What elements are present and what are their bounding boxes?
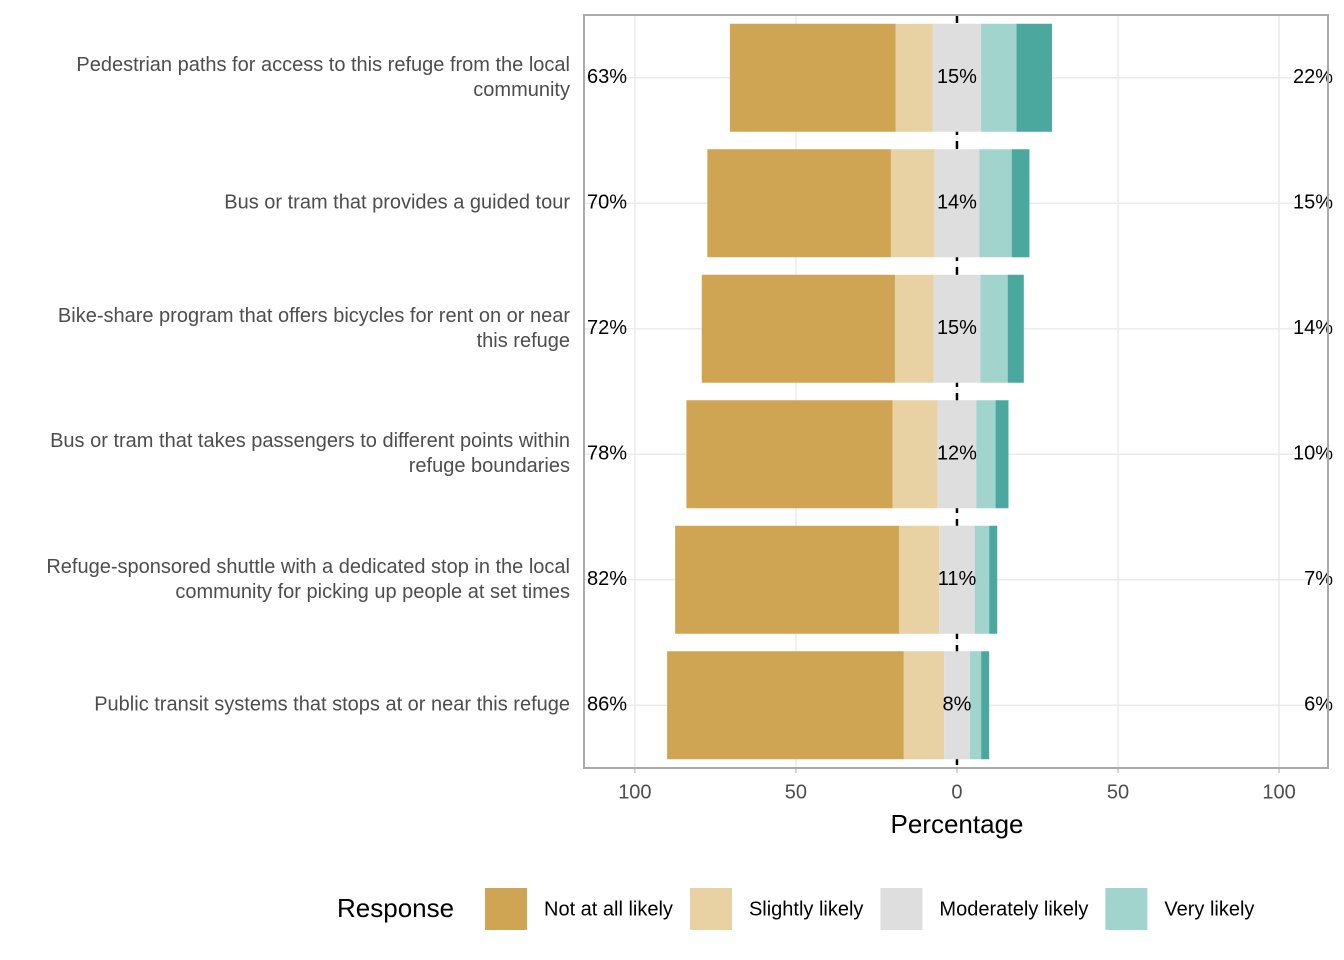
- bar-segment: [1007, 274, 1024, 383]
- bar-segment: [932, 23, 982, 132]
- x-tick-label: 100: [618, 781, 651, 803]
- bar-segment: [980, 274, 1008, 383]
- bar-segment: [933, 274, 981, 383]
- legend-key: [1105, 888, 1148, 930]
- x-tick-label: 100: [1262, 781, 1295, 803]
- bar-segment: [890, 149, 935, 258]
- bar-segment: [707, 149, 891, 258]
- y-tick-label: Bus or tram that provides a guided tour: [224, 191, 570, 214]
- legend-label: Moderately likely: [939, 898, 1088, 920]
- bar-segment: [976, 400, 996, 509]
- legend-key: [689, 888, 732, 930]
- panel-border: [583, 14, 1329, 769]
- bar-segment: [995, 400, 1009, 509]
- legend-key: [485, 888, 527, 930]
- left-percent: 78%: [587, 443, 627, 465]
- right-percent: 22%: [1293, 66, 1333, 88]
- x-axis-title: Percentage: [891, 809, 1024, 839]
- bar-segment: [701, 274, 895, 383]
- right-percent: 10%: [1293, 443, 1333, 465]
- right-percent: 15%: [1293, 192, 1333, 214]
- left-percent: 82%: [587, 568, 627, 590]
- y-tick-label: Public transit systems that stops at or …: [94, 693, 570, 716]
- neutral-percent: 11%: [938, 568, 977, 590]
- right-percent: 14%: [1293, 317, 1333, 339]
- bar-segment: [969, 651, 982, 760]
- legend-key: [880, 888, 923, 930]
- bar-segment: [1016, 23, 1052, 132]
- legend-label: Not at all likely: [544, 898, 673, 920]
- bar-segment: [686, 400, 893, 509]
- y-tick-label: Bus or tram that takes passengers to dif…: [50, 430, 570, 478]
- bar-segment: [903, 651, 945, 760]
- bar-segment: [979, 149, 1012, 258]
- bar-segment: [944, 651, 970, 760]
- legend-title: Response: [337, 893, 454, 923]
- bar-segment: [937, 400, 977, 509]
- x-tick-label: 50: [785, 781, 807, 803]
- x-tick-label: 0: [951, 781, 962, 803]
- neutral-percent: 12%: [937, 443, 977, 465]
- bar-segment: [989, 525, 998, 634]
- neutral-percent: 15%: [937, 317, 977, 339]
- bar-segment: [1011, 149, 1030, 258]
- right-percent: 6%: [1304, 694, 1333, 716]
- bar-segment: [894, 274, 934, 383]
- bar-segment: [675, 525, 899, 634]
- bar-segment: [898, 525, 940, 634]
- bar-segment: [981, 651, 990, 760]
- legend-label: Very likely: [1164, 898, 1254, 920]
- bar-segment: [981, 23, 1017, 132]
- bar-segment: [892, 400, 938, 509]
- left-percent: 86%: [587, 694, 627, 716]
- legend-label: Slightly likely: [749, 898, 863, 920]
- y-tick-label: Pedestrian paths for access to this refu…: [76, 53, 570, 101]
- bar-segment: [667, 651, 904, 760]
- bar-segment: [895, 23, 933, 132]
- right-percent: 7%: [1304, 568, 1333, 590]
- y-tick-label: Refuge-sponsored shuttle with a dedicate…: [46, 555, 570, 603]
- bar-segment: [974, 525, 990, 634]
- left-percent: 70%: [587, 192, 627, 214]
- neutral-percent: 15%: [937, 66, 977, 88]
- x-tick-label: 50: [1107, 781, 1129, 803]
- y-tick-label: Bike-share program that offers bicycles …: [57, 304, 570, 352]
- neutral-percent: 14%: [937, 192, 977, 214]
- bar-segment: [729, 23, 896, 132]
- bar-segment: [934, 149, 980, 258]
- left-percent: 63%: [587, 66, 627, 88]
- bar-segment: [939, 525, 975, 634]
- left-percent: 72%: [587, 317, 627, 339]
- neutral-percent: 8%: [943, 694, 972, 716]
